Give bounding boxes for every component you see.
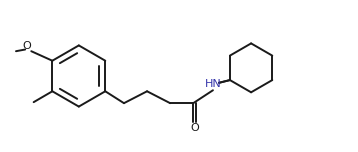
Text: O: O: [23, 41, 31, 51]
Text: HN: HN: [205, 79, 222, 89]
Text: O: O: [190, 123, 199, 133]
